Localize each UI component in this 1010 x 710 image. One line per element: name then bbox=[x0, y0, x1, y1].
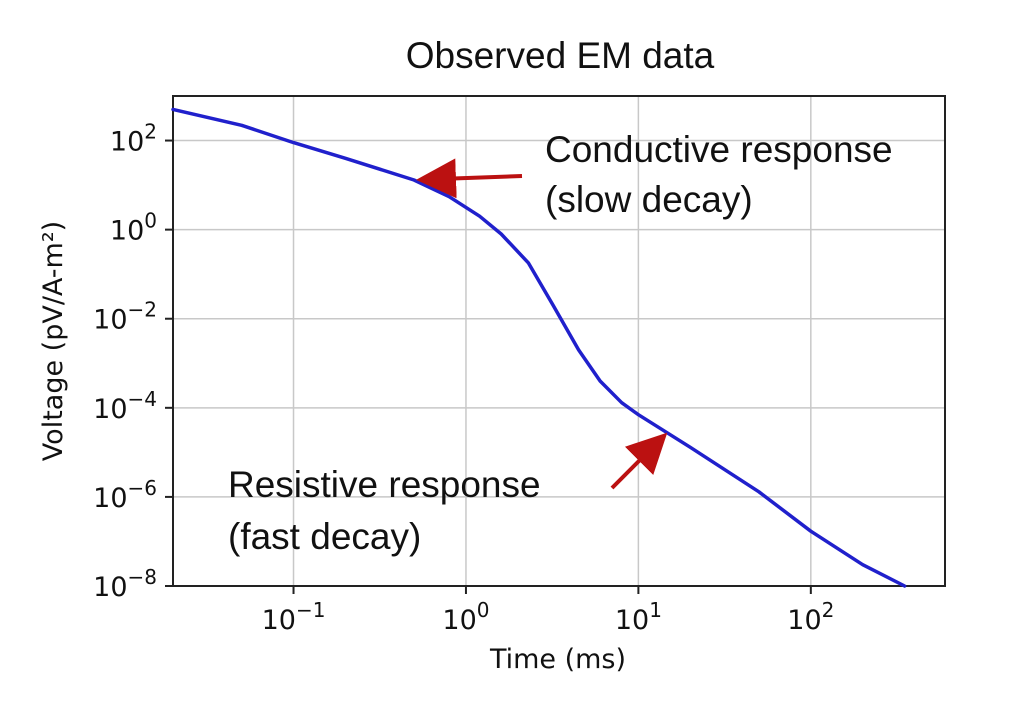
y-tick-label: 10−2 bbox=[93, 298, 157, 336]
x-tick-label: 101 bbox=[615, 598, 662, 636]
x-axis-label: Time (ms) bbox=[489, 644, 626, 675]
chart-title: Observed EM data bbox=[406, 35, 715, 76]
y-tick-label: 10−4 bbox=[93, 387, 157, 425]
annotation-text: (fast decay) bbox=[228, 516, 421, 557]
y-tick-label: 10−8 bbox=[93, 565, 157, 603]
y-tick-label: 100 bbox=[110, 209, 157, 247]
y-tick-label: 10−6 bbox=[93, 476, 157, 514]
series-group bbox=[171, 107, 907, 588]
x-tick-label: 102 bbox=[787, 598, 834, 636]
annotation-text: Resistive response bbox=[228, 464, 541, 505]
series-line bbox=[171, 107, 907, 588]
y-axis-ticks: 10−8 10−6 10−4 10−2 100 102 bbox=[93, 120, 173, 603]
y-axis-label: Voltage (pV/A-m²) bbox=[38, 221, 69, 461]
x-tick-label: 100 bbox=[442, 598, 489, 636]
plot-frame bbox=[172, 95, 946, 587]
annotation-text: (slow decay) bbox=[545, 179, 753, 220]
x-axis-ticks: 10−1 100 101 102 bbox=[262, 586, 834, 636]
annotation-text: Conductive response bbox=[545, 129, 893, 170]
annotation-arrow bbox=[610, 432, 668, 490]
annotation-arrow bbox=[416, 158, 523, 199]
y-tick-label: 102 bbox=[110, 120, 157, 158]
x-tick-label: 10−1 bbox=[262, 598, 326, 636]
annotation-group: Conductive response (slow decay) Resistive… bbox=[228, 129, 893, 557]
